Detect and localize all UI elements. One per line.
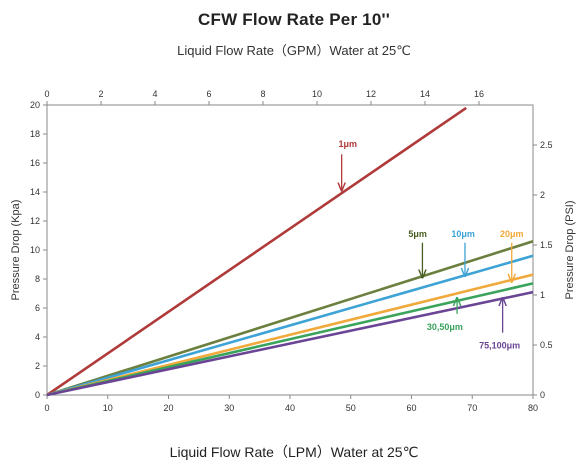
y-tick-label: 20 (30, 100, 40, 110)
y-tick-label: 14 (30, 187, 40, 197)
y-tick-label: 18 (30, 129, 40, 139)
y-tick-label: 12 (30, 216, 40, 226)
x-tick-label: 10 (103, 403, 113, 413)
top-tick-label: 12 (366, 89, 376, 99)
top-tick-label: 6 (206, 89, 211, 99)
y-tick-label: 10 (30, 245, 40, 255)
y-tick-label: 6 (35, 303, 40, 313)
top-tick-label: 16 (474, 89, 484, 99)
x-axis-label: Liquid Flow Rate（LPM）Water at 25℃ (169, 444, 419, 460)
annotation-label: 75,100μm (479, 341, 520, 351)
x-tick-label: 0 (44, 403, 49, 413)
series-line (46, 273, 534, 397)
x-tick-label: 80 (528, 403, 538, 413)
annotation-label: 5μm (408, 229, 427, 239)
right-tick-label: 0 (540, 390, 545, 400)
right-tick-label: 0.5 (540, 340, 553, 350)
x-tick-label: 40 (285, 403, 295, 413)
top-tick-label: 0 (44, 89, 49, 99)
annotation-label: 20μm (500, 229, 524, 239)
y-tick-label: 2 (35, 361, 40, 371)
series-line (46, 254, 534, 397)
top-axis-label: Liquid Flow Rate（GPM）Water at 25℃ (177, 43, 411, 58)
annotation-label: 30,50μm (427, 322, 463, 332)
y-tick-label: 4 (35, 332, 40, 342)
x-tick-label: 50 (346, 403, 356, 413)
series-line (46, 240, 534, 397)
right-tick-label: 1 (540, 290, 545, 300)
annotation-label: 1μm (338, 139, 357, 149)
plot-frame (46, 104, 534, 396)
top-tick-label: 2 (98, 89, 103, 99)
chart-title: CFW Flow Rate Per 10'' (198, 10, 390, 29)
series-line (46, 282, 534, 397)
series-line (46, 106, 467, 397)
annotation-label: 10μm (451, 229, 475, 239)
x-tick-label: 20 (163, 403, 173, 413)
x-tick-label: 30 (224, 403, 234, 413)
x-tick-label: 70 (467, 403, 477, 413)
top-tick-label: 10 (312, 89, 322, 99)
x-tick-label: 60 (406, 403, 416, 413)
y-tick-label: 0 (35, 390, 40, 400)
series-line (46, 290, 534, 397)
right-tick-label: 2.5 (540, 140, 553, 150)
right-tick-label: 2 (540, 190, 545, 200)
top-tick-label: 8 (260, 89, 265, 99)
y-tick-label: 8 (35, 274, 40, 284)
top-tick-label: 4 (152, 89, 157, 99)
top-tick-label: 14 (420, 89, 430, 99)
y-tick-label: 16 (30, 158, 40, 168)
right-tick-label: 1.5 (540, 240, 553, 250)
